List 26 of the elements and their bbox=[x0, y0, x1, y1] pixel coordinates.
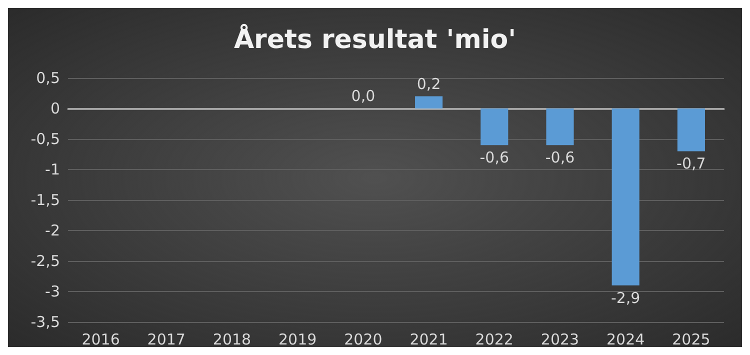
data-label: -0,6 bbox=[545, 148, 575, 167]
y-tick-label: 0,5 bbox=[36, 69, 60, 87]
y-tick-label: -3 bbox=[45, 282, 60, 300]
x-tick-label: 2020 bbox=[344, 330, 382, 348]
y-tick-label: -3,5 bbox=[30, 313, 60, 331]
y-tick-label: 0 bbox=[50, 100, 60, 118]
data-label: -0,7 bbox=[676, 154, 706, 173]
x-tick-label: 2024 bbox=[606, 330, 645, 348]
x-tick-label: 2025 bbox=[672, 330, 710, 348]
y-tick-label: -1 bbox=[45, 160, 60, 178]
chart-title: Årets resultat 'mio' bbox=[234, 23, 516, 55]
data-label: 0,0 bbox=[351, 87, 376, 105]
y-tick-label: -0,5 bbox=[30, 130, 60, 148]
x-tick-label: 2021 bbox=[410, 330, 448, 348]
data-label: -0,6 bbox=[480, 148, 510, 167]
y-tick-label: -1,5 bbox=[30, 191, 60, 209]
y-tick-label: -2 bbox=[45, 222, 60, 240]
data-label: -2,9 bbox=[610, 288, 640, 307]
y-tick-label: -2,5 bbox=[30, 252, 60, 270]
x-tick-label: 2023 bbox=[540, 330, 580, 348]
x-tick-label: 2016 bbox=[82, 330, 120, 348]
x-tick-label: 2017 bbox=[147, 330, 186, 348]
data-label: 0,2 bbox=[416, 74, 441, 93]
x-tick-label: 2018 bbox=[212, 330, 252, 348]
x-tick-label: 2022 bbox=[475, 330, 514, 348]
x-tick-label: 2019 bbox=[278, 330, 317, 348]
